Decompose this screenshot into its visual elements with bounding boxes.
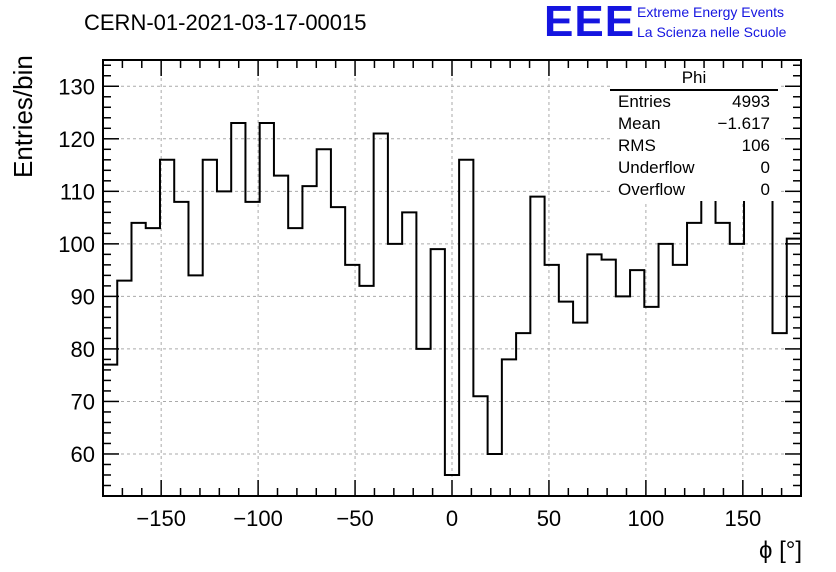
stats-value: 106 — [741, 136, 770, 155]
histogram-outline — [103, 122, 801, 476]
histogram-bin — [516, 333, 530, 496]
histogram-bin — [616, 296, 630, 496]
stats-label: Mean — [618, 114, 661, 133]
histogram-bin — [217, 191, 231, 496]
x-tick-label: −150 — [136, 506, 186, 531]
histogram-bin — [744, 181, 758, 496]
y-tick-label: 80 — [71, 337, 95, 362]
x-tick-label: −50 — [336, 506, 373, 531]
stats-value: 0 — [760, 158, 770, 177]
stats-row-rms: RMS 106 — [610, 135, 778, 157]
histogram-bin — [502, 359, 516, 496]
x-tick-label: −100 — [233, 506, 283, 531]
histogram-bin — [659, 244, 673, 496]
histogram-bin — [260, 123, 274, 496]
x-axis-label: ϕ [°] — [759, 537, 802, 564]
histogram-bin — [758, 186, 772, 496]
stats-row-entries: Entries 4993 — [610, 91, 778, 113]
histogram-bin — [245, 202, 259, 496]
histogram-bin — [188, 275, 202, 496]
y-tick-label: 120 — [58, 127, 95, 152]
stats-name: Phi — [610, 68, 778, 91]
histogram-bin — [174, 202, 188, 496]
histogram-bin — [331, 207, 345, 496]
histogram-bin — [673, 265, 687, 496]
histogram-bin — [530, 197, 544, 496]
x-tick-label: 150 — [724, 506, 761, 531]
histogram-bin — [630, 270, 644, 496]
y-tick-label: 100 — [58, 232, 95, 257]
tick-labels: −150 −100 −50 0 50 100 150 60 70 80 90 100 110 120 130 — [58, 74, 761, 531]
histogram-bin — [160, 160, 174, 496]
histogram-bin — [359, 286, 373, 496]
y-tick-label: 60 — [71, 442, 95, 467]
y-axis-label: Entries/bin — [8, 55, 38, 178]
histogram-bin — [787, 239, 801, 496]
histogram-series — [103, 122, 801, 496]
stats-label: Underflow — [618, 158, 695, 177]
stats-label: RMS — [618, 136, 656, 155]
eee-logo: EEE — [544, 0, 636, 46]
stats-value: 4993 — [732, 92, 770, 111]
stats-label: Overflow — [618, 180, 686, 199]
stats-value: 0 — [760, 180, 770, 199]
grid-lines — [103, 60, 801, 496]
logo-line-1: Extreme Energy Events — [637, 4, 785, 20]
histogram-bin — [545, 265, 559, 496]
histogram-bin — [117, 281, 131, 496]
histogram-bin — [203, 160, 217, 496]
histogram-bin — [459, 160, 473, 496]
stats-row-overflow: Overflow 0 — [610, 179, 778, 201]
histogram-bin — [587, 254, 601, 496]
histogram-bin — [573, 323, 587, 496]
stats-value: −1.617 — [717, 114, 770, 133]
stats-box: Phi Entries 4993 Mean −1.617 RMS 106 Und… — [610, 68, 778, 201]
histogram-bin — [302, 186, 316, 496]
histogram-bin — [388, 244, 402, 496]
histogram-bin — [317, 149, 331, 496]
x-tick-label: 0 — [446, 506, 458, 531]
histogram-bin — [488, 454, 502, 496]
histogram-bin — [131, 223, 145, 496]
stats-row-underflow: Underflow 0 — [610, 157, 778, 179]
histogram-bin — [687, 223, 701, 496]
histogram-bin — [559, 302, 573, 496]
histogram-bin — [773, 333, 787, 496]
y-tick-label: 70 — [71, 389, 95, 414]
histogram-bin — [231, 123, 245, 496]
stats-label: Entries — [618, 92, 671, 111]
histogram-bin — [416, 349, 430, 496]
y-tick-label: 90 — [71, 284, 95, 309]
stats-row-mean: Mean −1.617 — [610, 113, 778, 135]
x-tick-label: 50 — [537, 506, 561, 531]
histogram-bin — [473, 396, 487, 496]
histogram-bin — [602, 260, 616, 496]
logo-line-2: La Scienza nelle Scuole — [637, 24, 787, 40]
axes — [102, 59, 802, 497]
y-tick-label: 130 — [58, 74, 95, 99]
histogram-bin — [431, 249, 445, 496]
histogram-bin — [730, 244, 744, 496]
histogram-bin — [374, 134, 388, 496]
histogram-bin — [288, 228, 302, 496]
histogram-bin — [103, 365, 117, 496]
histogram-bin — [644, 307, 658, 496]
histogram-bin — [716, 223, 730, 496]
chart-title: CERN-01-2021-03-17-00015 — [84, 10, 367, 35]
histogram-bin — [402, 212, 416, 496]
y-tick-label: 110 — [60, 179, 95, 204]
histogram-bin — [345, 265, 359, 496]
histogram-bin — [146, 228, 160, 496]
histogram-bin — [274, 176, 288, 496]
x-tick-label: 100 — [628, 506, 665, 531]
